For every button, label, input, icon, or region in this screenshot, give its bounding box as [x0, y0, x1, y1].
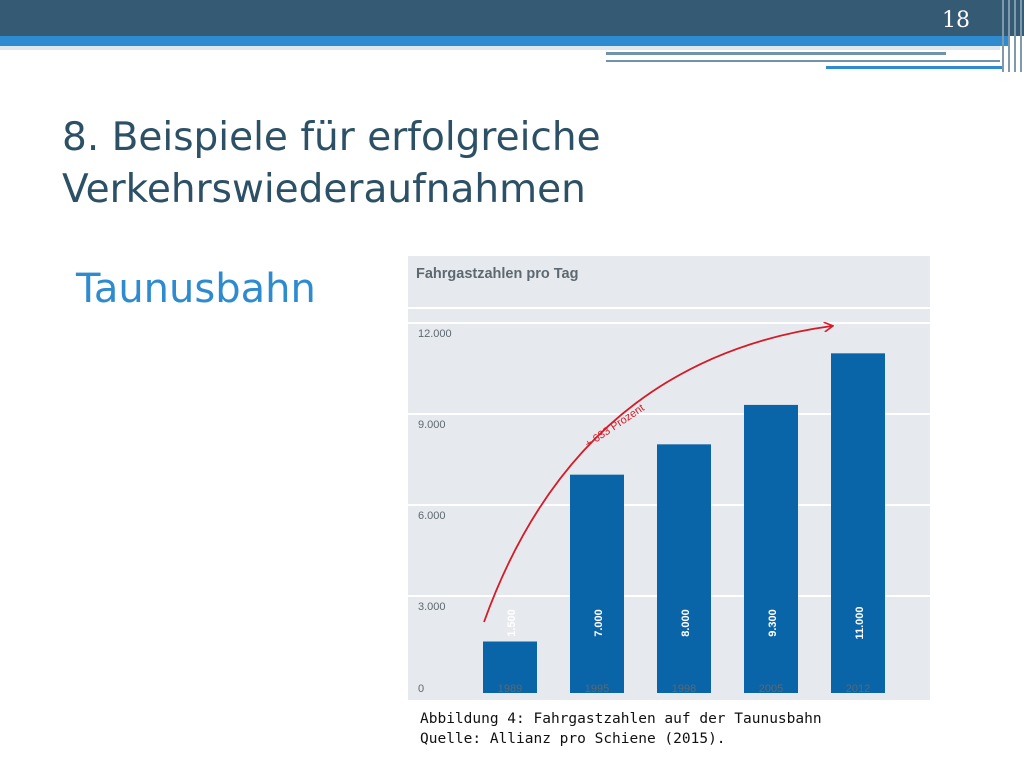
header-accent-stripe — [0, 36, 1010, 46]
bar-layer — [483, 353, 885, 693]
page-number: 18 — [942, 8, 970, 33]
y-tick-label: 12.000 — [418, 328, 452, 340]
slide-title-line2: Verkehrswiederaufnahmen — [62, 167, 586, 212]
chart-panel: Fahrgastzahlen pro Tag 0 3.000 6.000 9.000 1… — [408, 256, 930, 700]
caption-line1: Abbildung 4: Fahrgastzahlen auf der Taun… — [420, 711, 822, 727]
header-light-stripe — [0, 46, 1000, 50]
header-deco-vline — [1014, 0, 1016, 72]
header-deco-line — [606, 60, 1000, 62]
x-tick-label: 1995 — [585, 683, 609, 695]
x-tick-label: 1998 — [672, 683, 696, 695]
bar-value-label: 11.000 — [854, 606, 866, 639]
header-band — [0, 0, 1024, 36]
slide-title: 8. Beispiele für erfolgreiche Verkehrswi… — [62, 112, 822, 216]
x-tick-label: 2012 — [846, 683, 870, 695]
trend-arrow — [483, 326, 832, 623]
caption-line2: Quelle: Allianz pro Schiene (2015). — [420, 731, 726, 747]
bar — [570, 474, 624, 693]
bar-value-label: 9.300 — [767, 609, 779, 637]
bar — [744, 404, 798, 693]
header-deco-line — [606, 52, 946, 55]
figure-caption: Abbildung 4: Fahrgastzahlen auf der Taun… — [420, 709, 822, 749]
bar-value-label: 8.000 — [680, 609, 692, 637]
y-tick-label: 0 — [418, 683, 424, 695]
bar-chart: Fahrgastzahlen pro Tag 0 3.000 6.000 9.000 1… — [408, 266, 930, 695]
x-tick-label: 1989 — [498, 683, 522, 695]
y-tick-label: 9.000 — [418, 419, 446, 431]
header-deco-vline — [1008, 0, 1010, 72]
chart-title: Fahrgastzahlen pro Tag — [416, 266, 578, 282]
bar — [831, 353, 885, 693]
slide-title-line1: 8. Beispiele für erfolgreiche — [62, 115, 601, 160]
bar — [483, 641, 537, 693]
header-deco-vline — [1020, 0, 1022, 72]
y-tick-label: 3.000 — [418, 601, 446, 613]
slide-subtitle: Taunusbahn — [76, 266, 316, 312]
header-deco-vline — [1002, 0, 1004, 72]
x-tick-label: 2005 — [759, 683, 783, 695]
trend-annotation: + 633 Prozent — [583, 402, 647, 450]
bar-value-label: 1.500 — [506, 609, 518, 637]
bar-value-label: 7.000 — [593, 609, 605, 637]
bar — [657, 444, 711, 693]
label-layer: 0 3.000 6.000 9.000 12.000 1.500 1989 7.000 1995… — [418, 328, 870, 695]
y-tick-label: 6.000 — [418, 510, 446, 522]
header-deco-line — [826, 66, 1004, 69]
